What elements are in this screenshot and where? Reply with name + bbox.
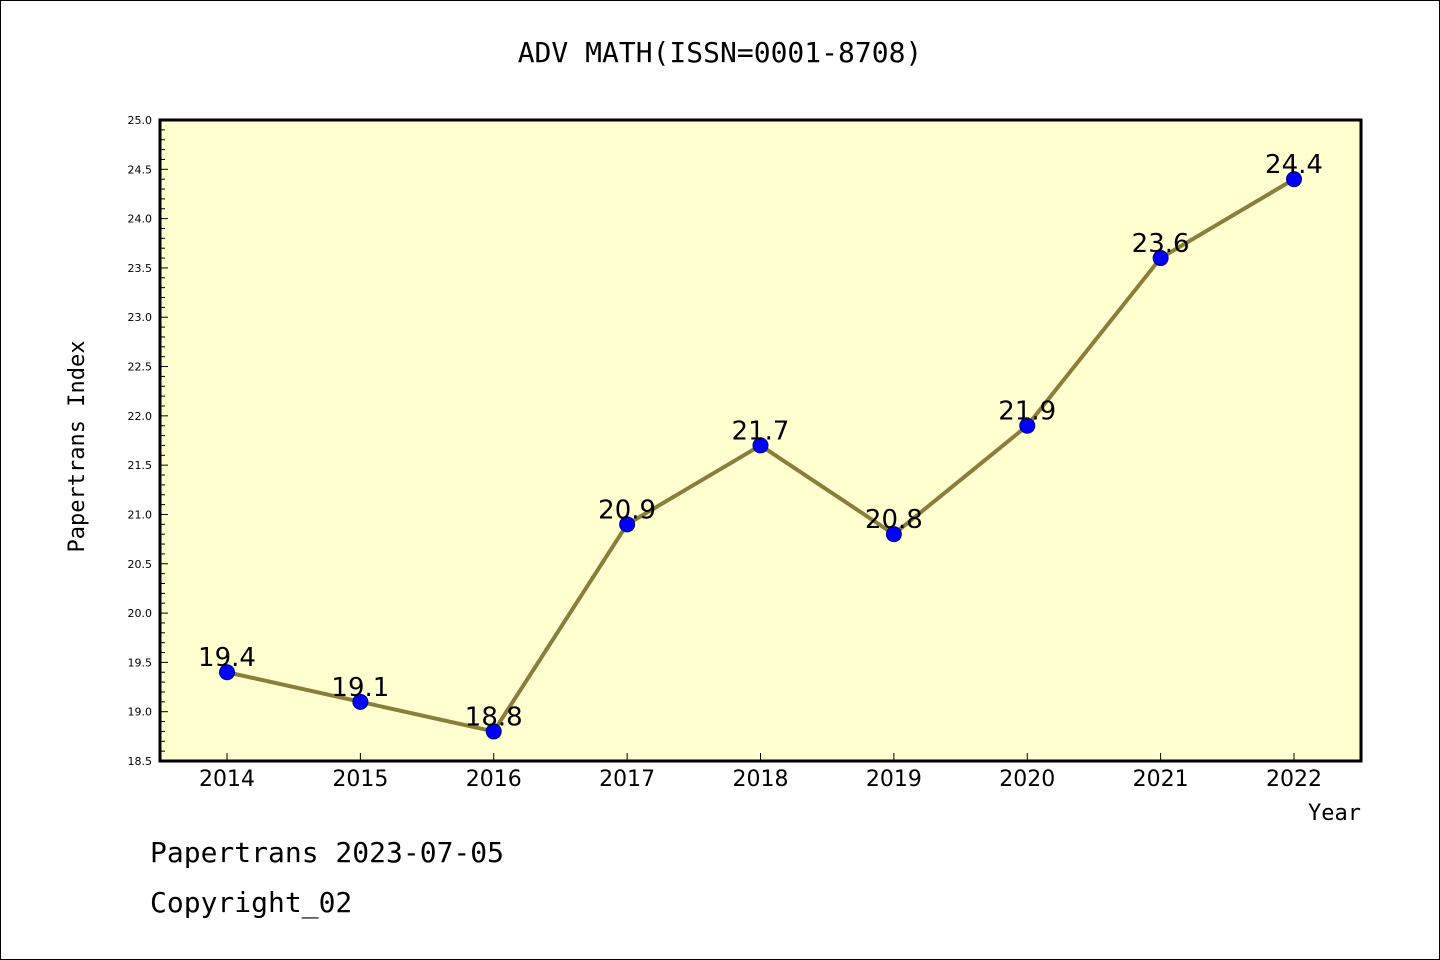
data-point xyxy=(219,664,235,681)
data-point xyxy=(1019,417,1036,434)
chart-title: ADV MATH(ISSN=0001-8708) xyxy=(517,36,923,69)
x-tick-label: 2022 xyxy=(1266,767,1322,792)
data-label: 19.1 xyxy=(331,673,389,703)
x-tick-label: 2015 xyxy=(332,767,388,792)
y-tick-label: 21.5 xyxy=(128,459,153,472)
data-label: 21.7 xyxy=(732,416,790,446)
x-tick-label: 2014 xyxy=(199,767,255,792)
x-tick-label: 2018 xyxy=(733,767,789,792)
y-tick-label: 22.5 xyxy=(128,361,153,374)
y-tick-label: 21.0 xyxy=(128,508,153,521)
data-label: 20.9 xyxy=(598,495,656,525)
data-point xyxy=(619,516,636,533)
footer-date-label: Papertrans 2023-07-05 xyxy=(150,836,505,869)
data-point xyxy=(1152,250,1169,267)
x-tick-label: 2016 xyxy=(466,767,522,792)
x-tick-label: 2020 xyxy=(999,767,1055,792)
data-point xyxy=(885,526,902,543)
data-label: 23.6 xyxy=(1132,229,1190,259)
y-tick-label: 25.0 xyxy=(128,114,153,127)
y-tick-label: 24.0 xyxy=(128,213,153,226)
data-label: 18.8 xyxy=(465,702,523,732)
x-axis-label: Year xyxy=(1308,801,1361,826)
y-tick-label: 22.0 xyxy=(128,410,153,423)
data-label: 19.4 xyxy=(198,643,256,673)
y-tick-label: 18.5 xyxy=(128,755,153,768)
y-tick-label: 24.5 xyxy=(128,163,153,176)
data-label: 24.4 xyxy=(1265,150,1323,180)
x-tick-label: 2019 xyxy=(866,767,922,792)
y-tick-label: 20.5 xyxy=(128,558,153,571)
y-tick-label: 19.5 xyxy=(128,656,153,669)
data-point xyxy=(352,693,369,710)
data-label: 20.8 xyxy=(865,505,923,535)
y-tick-label: 19.0 xyxy=(128,706,153,719)
y-tick-label: 20.0 xyxy=(128,607,153,620)
data-point xyxy=(1286,171,1302,188)
x-tick-label: 2021 xyxy=(1133,767,1189,792)
y-tick-label: 23.0 xyxy=(128,311,153,324)
data-point xyxy=(485,723,502,740)
data-point xyxy=(752,437,769,454)
x-tick-label: 2017 xyxy=(599,767,655,792)
y-tick-label: 23.5 xyxy=(128,262,153,275)
data-label: 21.9 xyxy=(998,397,1056,427)
footer-copyright-label: Copyright_02 xyxy=(150,886,353,919)
y-axis-label: Papertrans Index xyxy=(65,341,90,553)
